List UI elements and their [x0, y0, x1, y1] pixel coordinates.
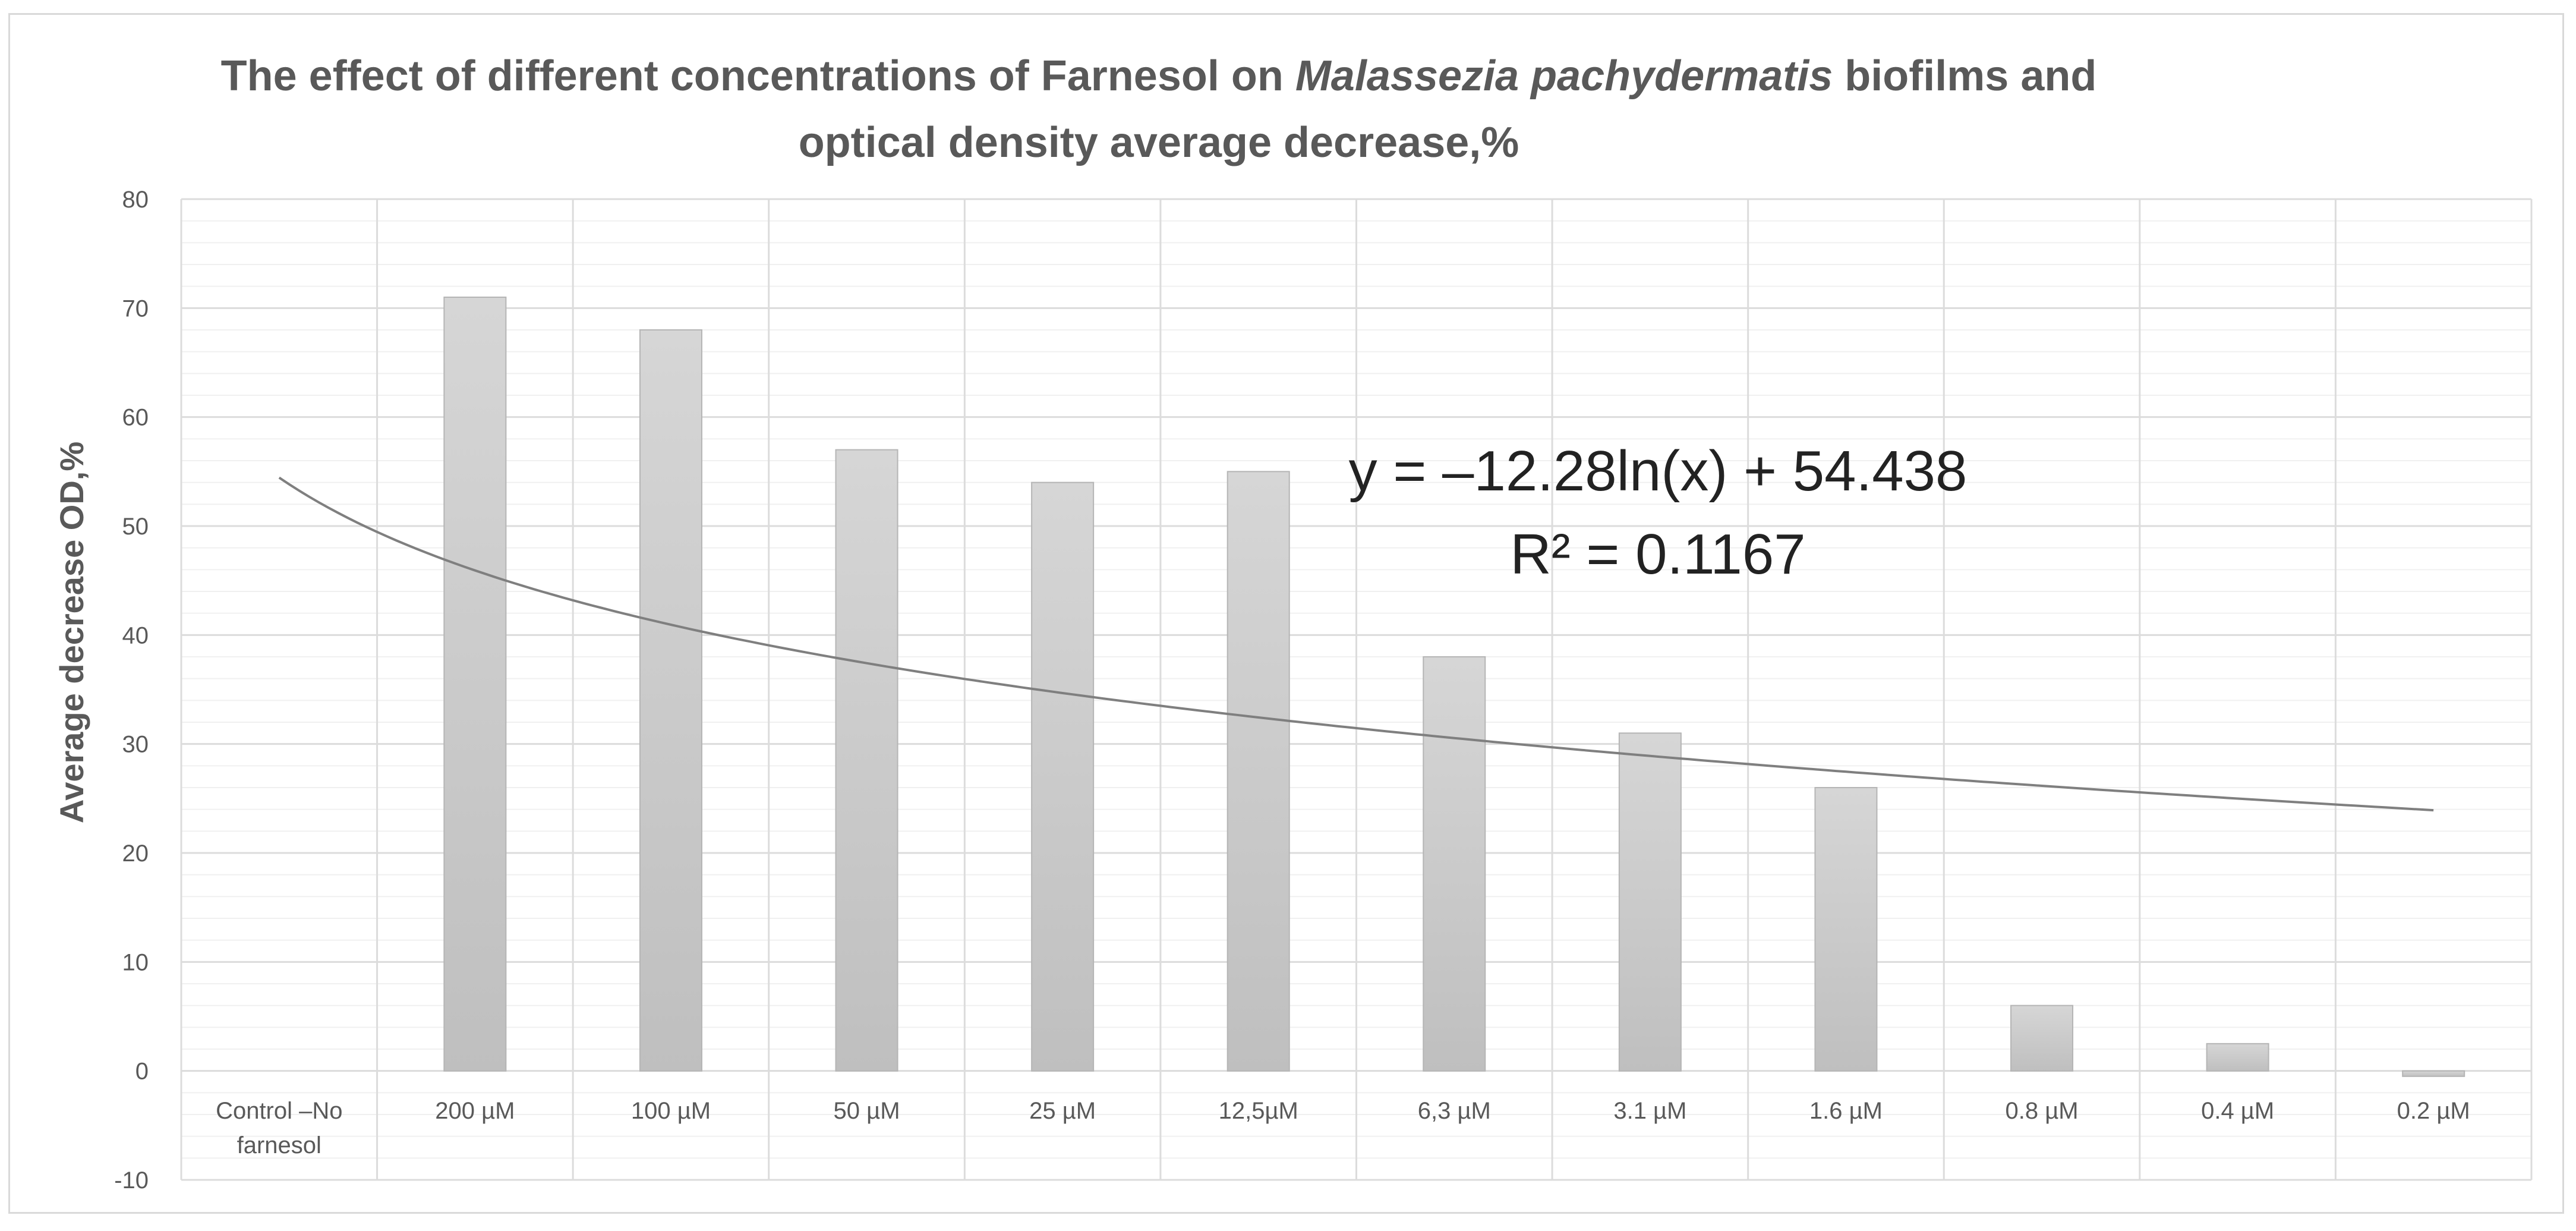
title-line-2: optical density average decrease,% [798, 119, 1519, 166]
x-category-label: 100 µM [631, 1098, 711, 1124]
logarithmic-trendline [278, 476, 2434, 812]
x-category-label: 3.1 µM [1613, 1098, 1686, 1124]
x-category-label: 6,3 µM [1418, 1098, 1491, 1124]
trendline-r-squared: R² = 0.1167 [1510, 522, 1805, 586]
bar-9 [1814, 787, 1878, 1072]
bars [443, 297, 2465, 1077]
bar-4 [835, 449, 898, 1072]
x-category-label: 1.6 µM [1809, 1098, 1883, 1124]
y-tick-label: 60 [122, 405, 149, 431]
y-tick-label: 70 [122, 295, 149, 322]
bar-3 [639, 329, 702, 1072]
y-tick-label: -10 [114, 1167, 149, 1194]
y-tick-label: 50 [122, 514, 149, 540]
y-axis-title: Average decrease OD,% [53, 442, 90, 823]
trendline-equation: y = –12.28ln(x) + 54.438 [1349, 439, 1968, 503]
title-part-3: biofilms and [1833, 52, 2097, 100]
y-tick-label: 40 [122, 622, 149, 648]
gridlines [180, 198, 2533, 1181]
bar-2 [443, 297, 507, 1072]
y-tick-label: 20 [122, 840, 149, 867]
chart-title: The effect of different concentrations o… [0, 43, 2318, 176]
bar-7 [1423, 656, 1486, 1072]
y-tick-label: 80 [122, 187, 149, 213]
title-part-1: The effect of different concentrations o… [220, 52, 1295, 100]
x-category-label: 50 µM [834, 1098, 900, 1124]
x-category-label: 0.4 µM [2201, 1098, 2274, 1124]
x-category-label: 25 µM [1029, 1098, 1096, 1124]
x-category-labels: Control –No farnesol 200 µM 100 µM 50 µM 25 µ… [216, 1098, 2470, 1158]
x-category-label: 0.2 µM [2397, 1098, 2470, 1124]
chart-frame [8, 13, 2564, 1214]
y-tick-label: 30 [122, 732, 149, 758]
x-category-label: 200 µM [435, 1098, 515, 1124]
bar-6 [1226, 471, 1290, 1072]
bar-8 [1618, 732, 1682, 1072]
y-tick-label: 10 [122, 949, 149, 975]
title-species: Malassezia pachydermatis [1295, 52, 1833, 100]
bar-10 [2010, 1005, 2074, 1072]
x-category-label: 0.8 µM [2005, 1098, 2078, 1124]
y-tick-labels: -10 0 10 20 30 40 50 60 70 80 [114, 187, 149, 1194]
bar-12 [2402, 1070, 2465, 1077]
x-category-label: Control –No [216, 1098, 342, 1124]
bar-11 [2206, 1043, 2269, 1072]
x-category-label: farnesol [237, 1132, 321, 1158]
y-tick-label: 0 [135, 1059, 149, 1085]
bar-5 [1031, 481, 1095, 1072]
x-category-label: 12,5µM [1219, 1098, 1298, 1124]
